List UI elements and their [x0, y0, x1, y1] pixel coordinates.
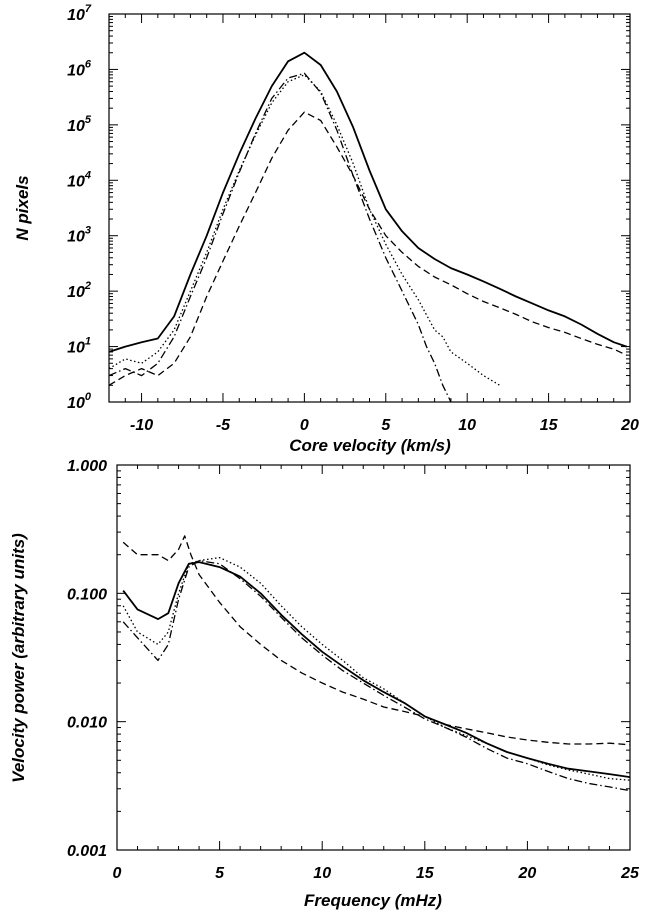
- series-line-dashed: [122, 535, 631, 746]
- series-bottom: [122, 535, 631, 792]
- y-tick-base: 10: [67, 395, 85, 412]
- y-tick-label: 103: [67, 225, 91, 246]
- y-axis-title-bottom: Velocity power (arbitrary units): [9, 533, 28, 783]
- series-line-solid: [108, 51, 627, 353]
- series-line-dotted: [108, 74, 501, 386]
- y-tick-label: 100: [67, 391, 92, 412]
- x-tick-label: 5: [215, 865, 225, 882]
- y-tick-base: 10: [67, 340, 85, 357]
- y-tick-label: 0.001: [67, 843, 107, 860]
- plot-frame-bottom: [116, 464, 631, 851]
- series-top: [108, 51, 627, 403]
- series-line-dotted: [122, 556, 631, 781]
- x-tick-label: 25: [620, 865, 640, 882]
- y-tick-exponent: 1: [85, 336, 91, 348]
- y-tick-label: 1.000: [67, 458, 107, 475]
- series-line-solid: [122, 561, 631, 778]
- velocity-power-panel: 0 5 10 15 20 25 0.001 0.010 0.100 1.000 Frequency…: [9, 458, 640, 910]
- y-tick-label: 0.010: [67, 715, 107, 732]
- x-axis-title-top: Core velocity (km/s): [289, 436, 451, 455]
- series-line-dash-dot: [122, 559, 631, 792]
- y-tick-label: 106: [67, 58, 92, 79]
- x-tick-label: 0: [300, 417, 309, 434]
- y-tick-base: 10: [67, 62, 85, 79]
- x-tick-label: 0: [113, 865, 122, 882]
- x-tick-label: 20: [518, 865, 537, 882]
- y-axis-title-top: N pixels: [13, 175, 32, 240]
- x-tick-label: -10: [130, 417, 153, 434]
- ticks-bottom: [116, 464, 631, 851]
- y-tick-exponent: 3: [85, 225, 91, 237]
- x-tick-label: 5: [381, 417, 391, 434]
- series-line-dash-dot: [108, 72, 452, 403]
- y-tick-base: 10: [67, 229, 85, 246]
- x-tick-label: 15: [416, 865, 435, 882]
- x-tick-label: 15: [540, 417, 559, 434]
- tick-labels-bottom: 0 5 10 15 20 25 0.001 0.010 0.100 1.000: [67, 458, 640, 882]
- y-tick-exponent: 0: [85, 391, 92, 403]
- y-tick-label: 104: [67, 169, 91, 190]
- y-tick-base: 10: [67, 118, 85, 135]
- y-tick-base: 10: [67, 173, 85, 190]
- y-tick-label: 102: [67, 280, 91, 301]
- y-tick-label: 107: [67, 3, 92, 24]
- x-tick-label: 10: [313, 865, 331, 882]
- y-tick-label: 0.100: [67, 586, 107, 603]
- y-tick-label: 105: [67, 114, 92, 135]
- y-tick-exponent: 7: [85, 3, 92, 15]
- x-axis-title-bottom: Frequency (mHz): [304, 891, 442, 910]
- y-tick-exponent: 4: [84, 169, 91, 181]
- x-tick-label: -5: [216, 417, 231, 434]
- x-tick-label: 20: [620, 417, 639, 434]
- y-tick-label: 101: [67, 336, 91, 357]
- x-tick-label: 10: [458, 417, 476, 434]
- y-tick-base: 10: [67, 284, 85, 301]
- series-line-dashed: [108, 111, 627, 386]
- y-tick-exponent: 2: [84, 280, 91, 292]
- ticks-top: [108, 13, 631, 403]
- y-tick-exponent: 6: [85, 58, 92, 70]
- y-tick-base: 10: [67, 7, 85, 24]
- y-tick-exponent: 5: [85, 114, 92, 126]
